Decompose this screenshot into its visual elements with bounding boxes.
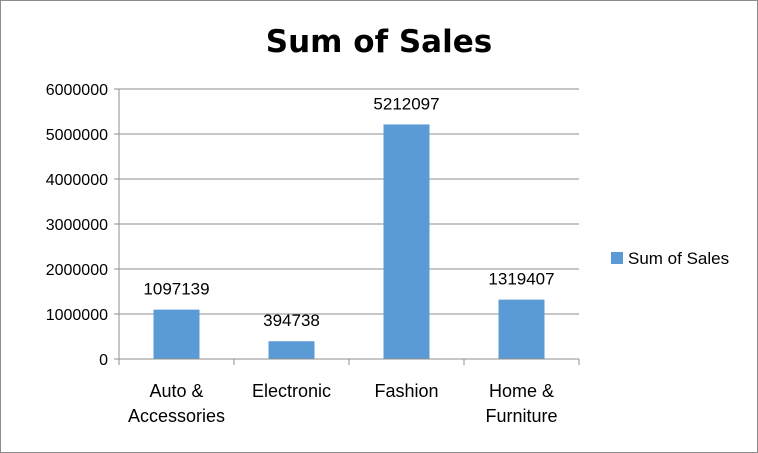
legend-label: Sum of Sales	[628, 249, 729, 268]
x-category-label: Auto &	[149, 381, 203, 401]
y-tick-label: 4000000	[46, 172, 108, 189]
bar	[383, 124, 430, 360]
x-axis-category-labels: Auto & Accessories Electronic Fashion Home &…	[128, 381, 558, 426]
bar	[498, 299, 545, 359]
x-category-label: Furniture	[485, 406, 557, 426]
x-axis	[118, 89, 580, 365]
data-label: 1097139	[143, 280, 209, 299]
data-label: 5212097	[373, 94, 439, 113]
y-tick-label: 3000000	[46, 217, 108, 234]
data-label: 394738	[263, 311, 320, 330]
bar	[268, 341, 315, 359]
bar	[153, 309, 200, 359]
x-category-label: Home &	[489, 381, 554, 401]
bars	[153, 124, 545, 360]
y-tick-label: 2000000	[46, 262, 108, 279]
x-category-label: Fashion	[374, 381, 438, 401]
y-axis-tick-labels: 0 1000000 2000000 3000000 4000000 5000000 6000…	[46, 82, 108, 369]
y-tick-label: 5000000	[46, 127, 108, 144]
legend: Sum of Sales	[611, 249, 729, 268]
x-category-label: Electronic	[252, 381, 331, 401]
data-label: 1319407	[488, 270, 554, 289]
y-tick-label: 6000000	[46, 82, 108, 99]
y-tick-label: 0	[99, 352, 108, 369]
legend-swatch	[611, 252, 623, 264]
data-labels: 1097139 394738 5212097 1319407	[143, 94, 554, 330]
chart-title: Sum of Sales	[266, 24, 492, 60]
x-category-label: Accessories	[128, 406, 225, 426]
y-tick-label: 1000000	[46, 307, 108, 324]
